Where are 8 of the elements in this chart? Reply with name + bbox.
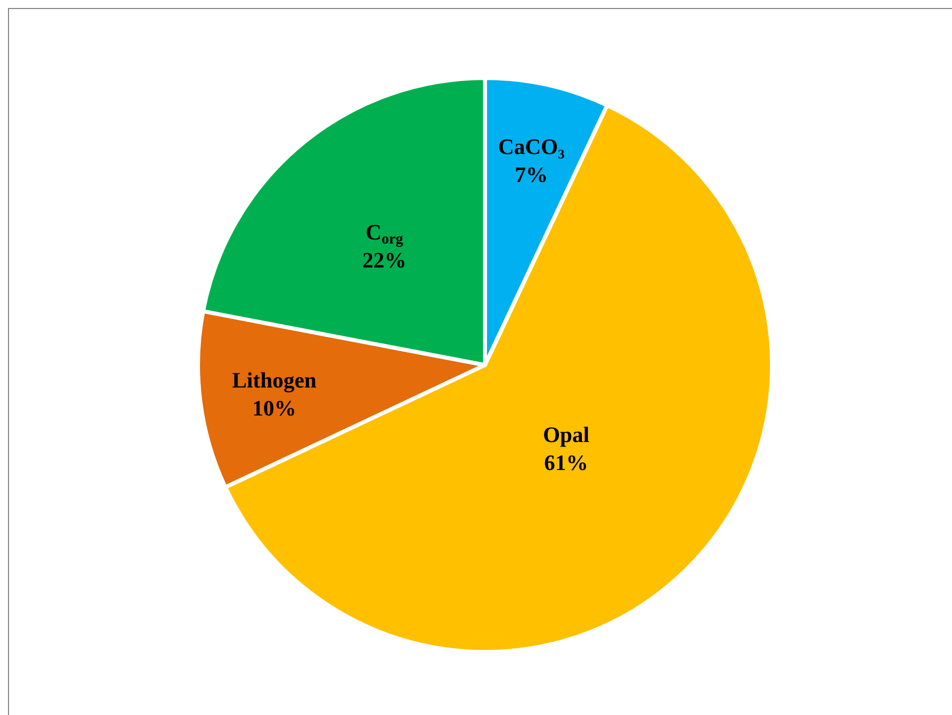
slice-label: CaCO₃ — [498, 134, 565, 159]
data-label: 7% — [514, 162, 548, 187]
slice-label: C$_{org}$ — [366, 219, 404, 248]
data-label: 61% — [544, 450, 588, 476]
slice-label: Opal — [542, 422, 590, 448]
data-label: 22% — [362, 247, 406, 272]
data-label: 10% — [252, 396, 296, 421]
slice-label: Lithogen — [232, 368, 316, 393]
